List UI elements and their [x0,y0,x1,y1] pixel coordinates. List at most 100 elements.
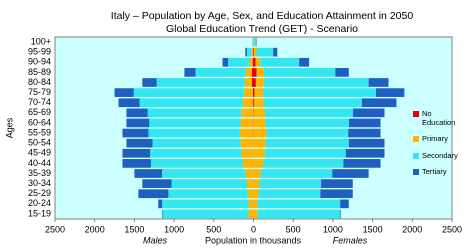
bar-segment [222,57,229,67]
bar-segment [162,199,249,209]
bar-segment [139,98,243,108]
bar-segment [255,57,261,67]
bar-segment [126,108,148,118]
x-tick-label: 0 [251,224,256,234]
bar-segment [253,169,261,178]
females-label: Females [333,235,368,245]
bar-segment [335,68,349,77]
bar-segment [253,118,266,128]
bar-segment [126,138,153,148]
bar-segment [254,88,264,97]
bar-segment [263,78,369,87]
bar-segment [299,57,310,67]
bar-segment [162,209,163,219]
legend-swatch [413,169,419,175]
y-tick-label: 85-89 [28,67,51,77]
y-tick-label: 90-94 [28,57,51,67]
y-tick-label: 20-24 [28,198,51,208]
bar-segment [260,57,300,67]
bar-segment [361,98,397,108]
bar-segment [244,78,252,87]
y-tick-label: 35-39 [28,168,51,178]
bar-segment [142,179,172,188]
bar-segment [246,47,252,57]
bar-segment [253,128,267,138]
chart-subtitle: Global Education Trend (GET) - Scenario [166,23,358,35]
x-tick-label: 2000 [402,224,422,234]
bar-segment [142,78,157,87]
bar-segment [252,88,254,97]
bar-segment [320,189,353,199]
y-tick-label: 45-49 [28,148,51,158]
legend-swatch [413,136,419,142]
bar-segment [245,47,247,57]
bar-segment [122,128,149,138]
bar-segment [349,118,381,128]
bar-segment [168,189,248,199]
bar-segment [228,57,250,67]
plot-area [54,36,453,220]
bar-segment [240,118,254,128]
bar-segment [253,189,259,199]
bar-segment [253,148,265,158]
bar-segment [122,148,151,158]
bar-segment [256,47,274,57]
y-tick-label: 15-19 [28,208,51,218]
bar-segment [332,169,369,178]
bar-segment [152,138,241,148]
bar-segment [243,159,254,168]
bar-segment [266,128,349,138]
bar-segment [345,148,385,158]
bar-segment [260,169,333,178]
bar-segment [348,138,385,148]
bar-segment [248,199,254,209]
bar-segment [240,138,254,148]
bar-segment [321,179,353,188]
bar-segment [147,108,242,118]
bar-segment [241,108,254,118]
bar-segment [251,78,254,87]
males-label: Males [143,235,168,245]
bar-segment [253,108,265,118]
bar-segment [122,159,151,168]
y-tick-label: 75-79 [28,87,51,97]
legend-item: Tertiary [413,167,457,177]
bar-segment [126,118,150,128]
bar-segment [133,88,245,97]
bar-segment [171,179,247,188]
bar-segment [340,199,349,209]
bars [114,37,405,219]
legend-item: Secondary [413,151,458,161]
x-tick-label: 1500 [124,224,144,234]
y-tick-label: 95-99 [28,47,51,57]
bar-segment [239,128,254,138]
bar-segment [252,57,254,67]
bar-segment [265,138,349,148]
bar-segment [273,47,278,57]
bar-segment [158,199,163,209]
bar-segment [118,98,140,108]
bar-segment [114,88,134,97]
bar-segment [245,169,254,178]
legend-label: Tertiary [422,167,447,176]
bar-segment [247,189,254,199]
legend-label: Primary [422,134,448,143]
x-tick-label: 2500 [442,224,462,234]
bar-segment [242,98,254,108]
bar-segment [248,209,254,219]
legend: No Education Primary Secondary Tertiary [413,109,458,185]
x-axis-label: Population in thousands [205,235,302,245]
bar-segment [148,128,240,138]
bar-segment [162,209,249,219]
bar-segment [244,88,253,97]
y-tick-label: 50-54 [28,138,51,148]
bar-segment [253,47,255,57]
bar-segment [253,179,260,188]
bar-segment [253,209,258,219]
bar-segment [253,88,255,97]
bar-segment [253,199,258,209]
bar-segment [138,189,169,199]
bar-segment [253,138,266,148]
x-tick-label: 2000 [85,224,105,234]
